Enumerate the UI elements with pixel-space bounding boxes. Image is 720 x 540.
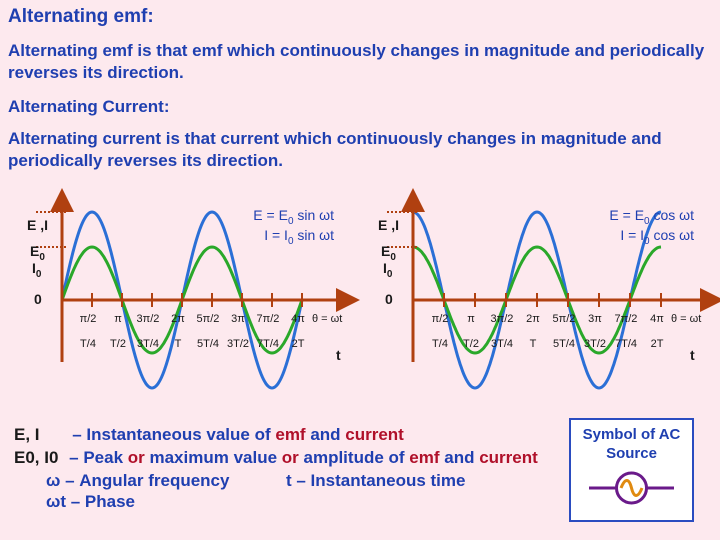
sin-graph-theta-tick-8: 4π [291, 313, 305, 325]
cos-graph-theta-tick-4: 2π [526, 313, 540, 325]
sin-graph-y-label: E ,I [27, 217, 48, 233]
sin-graph-current-equation: I = I0 sin ωt [264, 227, 334, 247]
legend-inst-current: current [345, 425, 404, 444]
sin-graph-theta-label: θ = ωt [312, 313, 342, 325]
legend-inst-text: – Instantaneous value of [72, 425, 276, 444]
ac-source-symbol-label: Symbol of AC Source [582, 426, 681, 462]
sin-graph-theta-tick-5: 5π/2 [197, 313, 220, 325]
current-definition: Alternating current is that current whic… [8, 129, 662, 170]
legend-inst-and: and [305, 425, 346, 444]
cos-graph-t-tick-1: T/4 [432, 338, 448, 350]
legend-peak-current: current [479, 448, 538, 467]
cos-graph-t-tick-7: 7T/4 [615, 338, 637, 350]
cos-graph-peak-i-label: I0 [383, 260, 393, 280]
sin-graph-theta-tick-1: π/2 [80, 313, 97, 325]
sin-graph-origin-label: 0 [34, 291, 42, 307]
cos-graph-theta-tick-2: π [467, 313, 475, 325]
legend-peak-emf: emf [409, 448, 440, 467]
emf-definition: Alternating emf is that emf which contin… [8, 41, 705, 82]
sin-graph-t-tick-1: T/4 [80, 338, 96, 350]
current-heading: Alternating Current: [8, 97, 170, 116]
cos-graph-y-label: E ,I [378, 217, 399, 233]
cos-graph-t-tick-8: 2T [651, 338, 664, 350]
sin-graph-t-tick-6: 3T/2 [227, 338, 249, 350]
cos-graph-emf-wave [412, 210, 662, 390]
cos-graph-t-tick-3: 3T/4 [491, 338, 513, 350]
cos-graph-peak-e-label: E0 [381, 243, 396, 263]
sin-graph-peak-e-label: E0 [30, 243, 45, 263]
legend-inst-symbol: E, I [14, 425, 40, 444]
sin-graph-t-tick-8: 2T [292, 338, 305, 350]
cos-graph-current-equation: I = I0 cos ωt [620, 227, 694, 247]
sin-graph-theta-tick-4: 2π [171, 313, 185, 325]
sin-graph-theta-tick-7: 7π/2 [257, 313, 280, 325]
legend-peak-or-1: or [127, 448, 145, 467]
sin-graph-emf-equation: E = E0 sin ωt [253, 207, 334, 227]
sin-graph-peak-i-label: I0 [32, 260, 42, 280]
cos-graph-theta-tick-1: π/2 [432, 313, 449, 325]
cos-graph-current-wave [412, 245, 662, 355]
sin-graph-t-label: t [336, 347, 341, 363]
page-title: Alternating emf: [8, 6, 154, 27]
cos-graph-t-tick-2: T/2 [463, 338, 479, 350]
legend-peak-or-2: or [281, 448, 299, 467]
cos-graph-theta-tick-7: 7π/2 [615, 313, 638, 325]
cos-graph-emf-equation: E = E0 cos ωt [609, 207, 694, 227]
legend-angular-frequency: ω – Angular frequency [46, 471, 230, 490]
sin-graph-t-tick-3: 3T/4 [137, 338, 159, 350]
ac-source-icon [589, 471, 674, 505]
sin-graph-t-tick-5: 5T/4 [197, 338, 219, 350]
sin-graph-t-tick-2: T/2 [110, 338, 126, 350]
sin-graph-t-tick-7: 7T/4 [257, 338, 279, 350]
legend-peak-max: maximum value [144, 448, 282, 467]
legend-peak-symbol: E0, I0 [14, 448, 59, 467]
cos-graph-origin-label: 0 [385, 291, 393, 307]
cos-graph-t-tick-5: 5T/4 [553, 338, 575, 350]
sin-graph-theta-tick-6: 3π [231, 313, 245, 325]
ac-source-symbol-box: Symbol of AC Source [569, 418, 694, 522]
sin-graph-theta-tick-2: π [114, 313, 122, 325]
legend-peak-amp: amplitude of [298, 448, 410, 467]
legend-line-1: E, I – Instantaneous value of emf and cu… [14, 425, 404, 445]
legend-peak-and: and [439, 448, 480, 467]
cos-graph-t-tick-6: 3T/2 [584, 338, 606, 350]
legend-inst-emf: emf [275, 425, 306, 444]
sin-graph-theta-tick-3: 3π/2 [137, 313, 160, 325]
cos-graph-t-tick-4: T [530, 338, 537, 350]
cos-graph-theta-tick-5: 5π/2 [553, 313, 576, 325]
cos-graph-theta-label: θ = ωt [671, 313, 701, 325]
sin-graph-t-tick-4: T [175, 338, 182, 350]
cos-graph-theta-tick-3: 3π/2 [491, 313, 514, 325]
legend-instantaneous-time: t – Instantaneous time [286, 471, 466, 490]
cos-graph-theta-tick-6: 3π [588, 313, 602, 325]
legend-peak-text: – Peak [69, 448, 128, 467]
cos-graph-theta-tick-8: 4π [650, 313, 664, 325]
cos-graph-t-label: t [690, 347, 695, 363]
legend-phase: ωt – Phase [46, 492, 136, 511]
legend-line-2: E0, I0 – Peak or maximum value or amplit… [14, 448, 538, 468]
